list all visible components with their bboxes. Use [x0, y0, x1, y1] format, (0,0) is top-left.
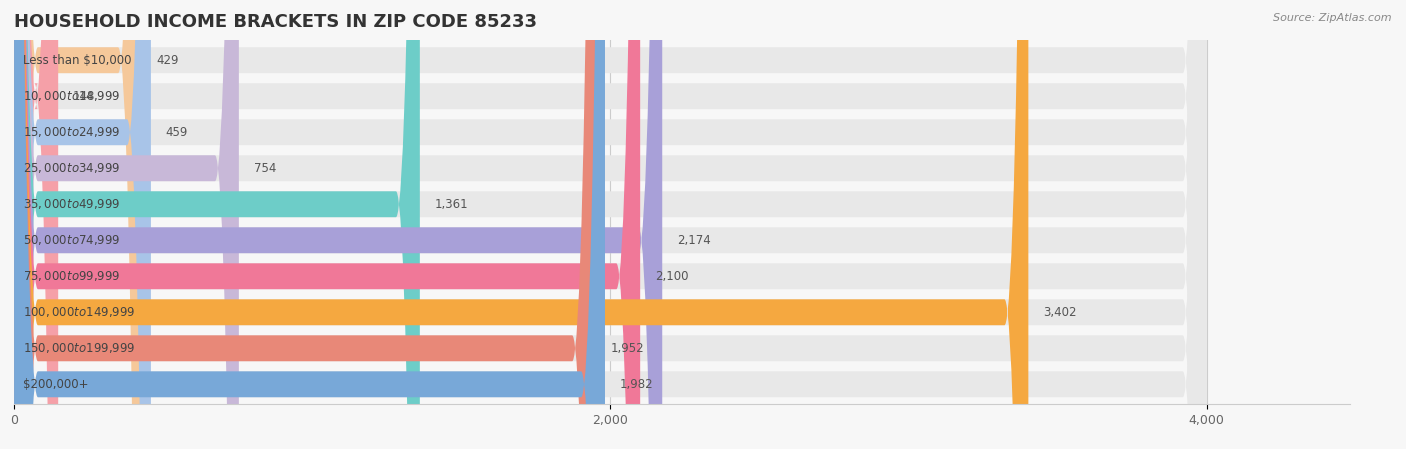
FancyBboxPatch shape — [14, 0, 150, 449]
Text: Source: ZipAtlas.com: Source: ZipAtlas.com — [1274, 13, 1392, 23]
Text: $50,000 to $74,999: $50,000 to $74,999 — [22, 233, 121, 247]
Text: 3,402: 3,402 — [1043, 306, 1077, 319]
FancyBboxPatch shape — [14, 0, 1206, 449]
FancyBboxPatch shape — [14, 0, 1206, 449]
FancyBboxPatch shape — [14, 0, 239, 449]
Text: $25,000 to $34,999: $25,000 to $34,999 — [22, 161, 121, 175]
Text: 1,982: 1,982 — [620, 378, 654, 391]
Text: $200,000+: $200,000+ — [22, 378, 89, 391]
FancyBboxPatch shape — [14, 0, 420, 449]
FancyBboxPatch shape — [14, 0, 1206, 449]
FancyBboxPatch shape — [14, 0, 142, 449]
FancyBboxPatch shape — [14, 0, 1206, 449]
Text: 754: 754 — [253, 162, 276, 175]
Text: 429: 429 — [157, 54, 180, 67]
Text: 1,361: 1,361 — [434, 198, 468, 211]
Text: 2,174: 2,174 — [678, 234, 711, 247]
FancyBboxPatch shape — [14, 0, 1028, 449]
FancyBboxPatch shape — [14, 0, 596, 449]
FancyBboxPatch shape — [14, 0, 605, 449]
Text: Less than $10,000: Less than $10,000 — [22, 54, 132, 67]
Text: $75,000 to $99,999: $75,000 to $99,999 — [22, 269, 121, 283]
Text: $15,000 to $24,999: $15,000 to $24,999 — [22, 125, 121, 139]
FancyBboxPatch shape — [14, 0, 58, 449]
Text: HOUSEHOLD INCOME BRACKETS IN ZIP CODE 85233: HOUSEHOLD INCOME BRACKETS IN ZIP CODE 85… — [14, 13, 537, 31]
FancyBboxPatch shape — [14, 0, 662, 449]
FancyBboxPatch shape — [14, 0, 1206, 449]
Text: $35,000 to $49,999: $35,000 to $49,999 — [22, 197, 121, 211]
Text: $100,000 to $149,999: $100,000 to $149,999 — [22, 305, 135, 319]
FancyBboxPatch shape — [14, 0, 1206, 449]
Text: 1,952: 1,952 — [612, 342, 644, 355]
FancyBboxPatch shape — [14, 0, 1206, 449]
Text: $150,000 to $199,999: $150,000 to $199,999 — [22, 341, 135, 355]
FancyBboxPatch shape — [14, 0, 1206, 449]
Text: 459: 459 — [166, 126, 188, 139]
Text: 2,100: 2,100 — [655, 270, 689, 283]
FancyBboxPatch shape — [14, 0, 1206, 449]
Text: 148: 148 — [73, 90, 96, 103]
FancyBboxPatch shape — [14, 0, 640, 449]
FancyBboxPatch shape — [14, 0, 1206, 449]
Text: $10,000 to $14,999: $10,000 to $14,999 — [22, 89, 121, 103]
